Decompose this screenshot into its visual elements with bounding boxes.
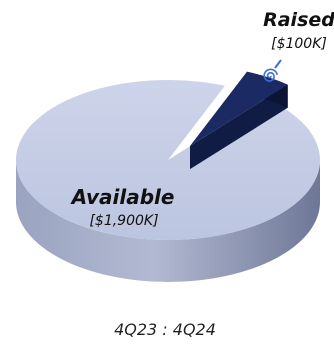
raised-leader-line — [274, 59, 282, 69]
slice-value-available: [$1,900K] — [89, 213, 158, 229]
slice-value-raised: [$100K] — [271, 36, 327, 52]
slice-label-raised: Raised — [263, 9, 334, 31]
spiral-icon — [263, 68, 279, 82]
slice-raised — [190, 71, 288, 146]
slice-label-available: Available — [70, 185, 175, 209]
slice-available-side — [16, 160, 320, 282]
slice-raised-wall — [190, 84, 288, 170]
period-label: 4Q23 : 4Q24 — [114, 320, 216, 339]
